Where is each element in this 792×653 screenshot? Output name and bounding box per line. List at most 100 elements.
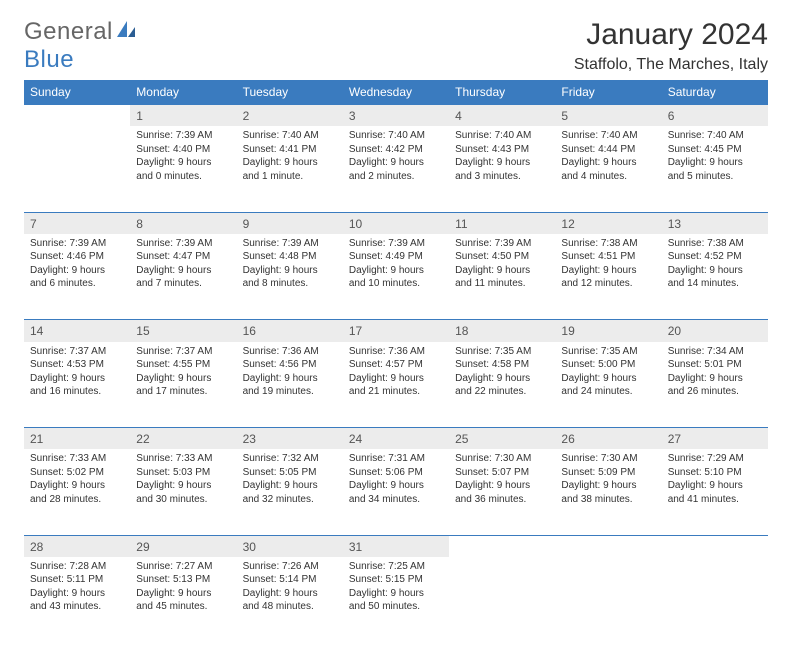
sunset-line: Sunset: 5:13 PM	[136, 573, 230, 587]
day-number: 7	[24, 212, 130, 234]
sunset-line: Sunset: 4:43 PM	[455, 143, 549, 157]
daylight-line: Daylight: 9 hours	[30, 479, 124, 493]
daylight-line: Daylight: 9 hours	[243, 479, 337, 493]
calendar-body: 123456Sunrise: 7:39 AMSunset: 4:40 PMDay…	[24, 105, 768, 643]
day-details: Sunrise: 7:33 AMSunset: 5:02 PMDaylight:…	[24, 449, 130, 535]
day-header: Sunday	[24, 80, 130, 105]
daylight-line: Daylight: 9 hours	[30, 372, 124, 386]
daylight-line: and 16 minutes.	[30, 385, 124, 399]
day-details: Sunrise: 7:29 AMSunset: 5:10 PMDaylight:…	[662, 449, 768, 535]
sunset-line: Sunset: 5:01 PM	[668, 358, 762, 372]
sunset-line: Sunset: 4:57 PM	[349, 358, 443, 372]
daylight-line: Daylight: 9 hours	[30, 264, 124, 278]
sunrise-line: Sunrise: 7:30 AM	[455, 452, 549, 466]
day-number: 29	[130, 535, 236, 557]
daylight-line: Daylight: 9 hours	[136, 264, 230, 278]
day-number: 2	[237, 105, 343, 127]
sunset-line: Sunset: 4:52 PM	[668, 250, 762, 264]
sunrise-line: Sunrise: 7:31 AM	[349, 452, 443, 466]
daylight-line: Daylight: 9 hours	[349, 372, 443, 386]
daylight-line: and 24 minutes.	[561, 385, 655, 399]
sunrise-line: Sunrise: 7:40 AM	[668, 129, 762, 143]
daylight-line: Daylight: 9 hours	[243, 264, 337, 278]
sunset-line: Sunset: 4:42 PM	[349, 143, 443, 157]
day-number: 8	[130, 212, 236, 234]
daylight-line: and 5 minutes.	[668, 170, 762, 184]
sail-icon	[115, 18, 137, 46]
sunrise-line: Sunrise: 7:33 AM	[30, 452, 124, 466]
day-details: Sunrise: 7:35 AMSunset: 4:58 PMDaylight:…	[449, 342, 555, 428]
day-details: Sunrise: 7:39 AMSunset: 4:40 PMDaylight:…	[130, 126, 236, 212]
daylight-line: Daylight: 9 hours	[243, 156, 337, 170]
day-details: Sunrise: 7:39 AMSunset: 4:50 PMDaylight:…	[449, 234, 555, 320]
sunrise-line: Sunrise: 7:40 AM	[561, 129, 655, 143]
week-number-row: 123456	[24, 105, 768, 127]
empty-cell	[555, 557, 661, 643]
day-header: Saturday	[662, 80, 768, 105]
day-details: Sunrise: 7:38 AMSunset: 4:51 PMDaylight:…	[555, 234, 661, 320]
page-header: GeneralBlue January 2024 Staffolo, The M…	[24, 18, 768, 74]
day-number: 9	[237, 212, 343, 234]
empty-cell	[662, 557, 768, 643]
sunrise-line: Sunrise: 7:40 AM	[455, 129, 549, 143]
sunset-line: Sunset: 5:14 PM	[243, 573, 337, 587]
week-number-row: 78910111213	[24, 212, 768, 234]
week-number-row: 14151617181920	[24, 320, 768, 342]
day-number: 17	[343, 320, 449, 342]
sunset-line: Sunset: 4:40 PM	[136, 143, 230, 157]
sunrise-line: Sunrise: 7:29 AM	[668, 452, 762, 466]
day-details: Sunrise: 7:39 AMSunset: 4:49 PMDaylight:…	[343, 234, 449, 320]
day-number: 6	[662, 105, 768, 127]
sunset-line: Sunset: 4:58 PM	[455, 358, 549, 372]
day-details: Sunrise: 7:27 AMSunset: 5:13 PMDaylight:…	[130, 557, 236, 643]
calendar-table: SundayMondayTuesdayWednesdayThursdayFrid…	[24, 80, 768, 643]
day-details: Sunrise: 7:40 AMSunset: 4:43 PMDaylight:…	[449, 126, 555, 212]
day-header: Thursday	[449, 80, 555, 105]
day-details: Sunrise: 7:40 AMSunset: 4:41 PMDaylight:…	[237, 126, 343, 212]
daylight-line: and 10 minutes.	[349, 277, 443, 291]
day-details: Sunrise: 7:35 AMSunset: 5:00 PMDaylight:…	[555, 342, 661, 428]
daylight-line: and 12 minutes.	[561, 277, 655, 291]
sunrise-line: Sunrise: 7:25 AM	[349, 560, 443, 574]
title-block: January 2024 Staffolo, The Marches, Ital…	[574, 18, 768, 74]
daylight-line: Daylight: 9 hours	[243, 587, 337, 601]
daylight-line: and 19 minutes.	[243, 385, 337, 399]
empty-cell	[24, 126, 130, 212]
day-number: 3	[343, 105, 449, 127]
daylight-line: Daylight: 9 hours	[136, 587, 230, 601]
day-details: Sunrise: 7:31 AMSunset: 5:06 PMDaylight:…	[343, 449, 449, 535]
sunrise-line: Sunrise: 7:32 AM	[243, 452, 337, 466]
daylight-line: and 32 minutes.	[243, 493, 337, 507]
sunrise-line: Sunrise: 7:40 AM	[349, 129, 443, 143]
day-number: 12	[555, 212, 661, 234]
day-details: Sunrise: 7:39 AMSunset: 4:46 PMDaylight:…	[24, 234, 130, 320]
daylight-line: and 36 minutes.	[455, 493, 549, 507]
daylight-line: and 2 minutes.	[349, 170, 443, 184]
day-number: 18	[449, 320, 555, 342]
calendar-page: GeneralBlue January 2024 Staffolo, The M…	[0, 0, 792, 653]
sunset-line: Sunset: 4:51 PM	[561, 250, 655, 264]
sunrise-line: Sunrise: 7:39 AM	[136, 129, 230, 143]
daylight-line: and 17 minutes.	[136, 385, 230, 399]
daylight-line: Daylight: 9 hours	[561, 479, 655, 493]
day-details: Sunrise: 7:32 AMSunset: 5:05 PMDaylight:…	[237, 449, 343, 535]
sunset-line: Sunset: 4:55 PM	[136, 358, 230, 372]
daylight-line: Daylight: 9 hours	[136, 372, 230, 386]
day-details: Sunrise: 7:39 AMSunset: 4:47 PMDaylight:…	[130, 234, 236, 320]
day-details: Sunrise: 7:34 AMSunset: 5:01 PMDaylight:…	[662, 342, 768, 428]
sunrise-line: Sunrise: 7:37 AM	[136, 345, 230, 359]
sunset-line: Sunset: 5:07 PM	[455, 466, 549, 480]
daylight-line: Daylight: 9 hours	[561, 264, 655, 278]
sunrise-line: Sunrise: 7:35 AM	[561, 345, 655, 359]
daylight-line: Daylight: 9 hours	[561, 372, 655, 386]
day-number: 14	[24, 320, 130, 342]
sunrise-line: Sunrise: 7:28 AM	[30, 560, 124, 574]
daylight-line: Daylight: 9 hours	[349, 156, 443, 170]
sunset-line: Sunset: 4:50 PM	[455, 250, 549, 264]
day-details: Sunrise: 7:30 AMSunset: 5:09 PMDaylight:…	[555, 449, 661, 535]
day-number: 10	[343, 212, 449, 234]
sunset-line: Sunset: 4:53 PM	[30, 358, 124, 372]
daylight-line: and 11 minutes.	[455, 277, 549, 291]
sunset-line: Sunset: 5:10 PM	[668, 466, 762, 480]
brand-part2: Blue	[24, 46, 74, 73]
